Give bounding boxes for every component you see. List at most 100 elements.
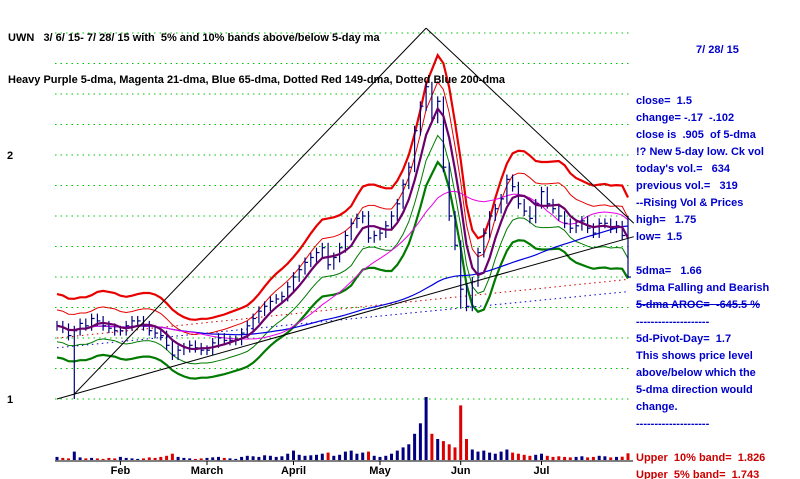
volume-bar bbox=[430, 433, 434, 461]
volume-bar bbox=[193, 458, 197, 460]
volume-bar bbox=[540, 453, 543, 460]
volume-bar bbox=[395, 450, 399, 460]
volume-bar bbox=[234, 458, 238, 460]
volume-bar bbox=[95, 458, 99, 460]
volume-bar bbox=[292, 450, 295, 460]
volume-bar bbox=[499, 451, 503, 460]
panel-line: 5-dma direction would bbox=[636, 384, 753, 396]
volume-bar bbox=[320, 453, 324, 460]
volume-bar bbox=[136, 458, 140, 460]
volume-bar bbox=[378, 456, 382, 461]
volume-bar bbox=[124, 457, 128, 460]
volume-bar bbox=[61, 457, 65, 460]
panel-line bbox=[636, 433, 800, 450]
volume-bar bbox=[338, 454, 342, 461]
volume-bar bbox=[153, 457, 157, 460]
trendline bbox=[56, 236, 634, 400]
ma-5-line bbox=[56, 106, 629, 351]
volume-bar bbox=[355, 453, 359, 460]
volume-bar bbox=[626, 453, 630, 460]
volume-bar bbox=[55, 456, 59, 461]
trendline bbox=[73, 27, 427, 395]
panel-line: today's vol.= 634 bbox=[636, 163, 731, 175]
volume-bar bbox=[326, 452, 330, 460]
volume-bar bbox=[482, 450, 486, 460]
volume-bar bbox=[84, 458, 88, 460]
panel-line: close is .905 of 5-dma bbox=[636, 129, 756, 141]
volume-bar bbox=[522, 454, 526, 461]
month-label: Jun bbox=[451, 465, 471, 477]
chart-title-line2: Heavy Purple 5-dma, Magenta 21-dma, Blue… bbox=[8, 74, 505, 86]
volume-bar bbox=[580, 456, 584, 460]
volume-bar bbox=[372, 455, 376, 460]
chart-title: UWN 3/ 6/ 15- 7/ 28/ 15 with 5% and 10% … bbox=[8, 3, 505, 115]
volume-bar bbox=[303, 455, 307, 460]
panel-line: 5-dma AROC= -645.5 % bbox=[636, 299, 760, 311]
panel-line: low= 1.5 bbox=[636, 231, 683, 243]
volume-bar bbox=[343, 451, 347, 460]
volume-bar bbox=[557, 456, 561, 460]
volume-bar bbox=[142, 458, 145, 460]
volume-bar bbox=[251, 456, 255, 460]
volume-bar bbox=[384, 455, 388, 460]
volume-bar bbox=[199, 458, 203, 460]
panel-line: 5dma= 1.66 bbox=[636, 265, 702, 277]
month-label: Jul bbox=[534, 465, 550, 477]
volume-bar bbox=[245, 455, 249, 460]
volume-bar bbox=[453, 447, 457, 460]
volume-bar bbox=[297, 454, 301, 461]
panel-line: Upper 10% band= 1.826 bbox=[636, 452, 766, 464]
volume-bar bbox=[263, 455, 267, 460]
volume-bar bbox=[72, 451, 76, 460]
panel-line: change= -.17 -.102 bbox=[636, 112, 735, 124]
volume-bar bbox=[130, 458, 134, 460]
chart-title-line1: UWN 3/ 6/ 15- 7/ 28/ 15 with 5% and 10% … bbox=[8, 32, 380, 44]
volume-bar bbox=[332, 455, 336, 460]
volume-bar bbox=[545, 455, 549, 460]
right-panel: 7/ 28/ 15 close= 1.5 change= -.17 -.102 cl… bbox=[636, 8, 800, 479]
right-panel-lines: close= 1.5 change= -.17 -.102 close is .90… bbox=[636, 93, 800, 479]
volume-bar bbox=[101, 458, 105, 460]
lower-10pct-band-line bbox=[56, 160, 629, 380]
volume-bar bbox=[118, 456, 122, 461]
upper-5pct-band-line bbox=[56, 80, 629, 336]
panel-line: -------------------- bbox=[636, 316, 710, 328]
volume-bar bbox=[390, 453, 393, 460]
y-axis-label: 1 bbox=[7, 394, 13, 406]
trendline bbox=[425, 27, 635, 224]
month-label: Feb bbox=[111, 465, 131, 477]
volume-bar bbox=[107, 457, 111, 460]
panel-line: -------------------- bbox=[636, 418, 710, 430]
volume-bar bbox=[609, 457, 613, 460]
volume-bar bbox=[470, 449, 474, 460]
panel-line: This shows price level bbox=[636, 350, 753, 362]
panel-line: high= 1.75 bbox=[636, 214, 697, 226]
panel-date: 7/ 28/ 15 bbox=[696, 44, 739, 56]
volume-bar bbox=[511, 452, 515, 460]
volume-bar bbox=[182, 457, 186, 460]
volume-bar bbox=[165, 455, 169, 460]
volume-bar bbox=[505, 449, 509, 460]
volume-bar bbox=[188, 458, 192, 460]
month-label: April bbox=[281, 465, 306, 477]
upper-10pct-band-line bbox=[56, 52, 629, 321]
volume-bar bbox=[418, 423, 422, 461]
volume-bar bbox=[424, 397, 428, 460]
panel-line bbox=[636, 246, 800, 263]
month-label: May bbox=[369, 465, 391, 477]
volume-bar bbox=[268, 455, 272, 460]
y-axis-label: 2 bbox=[7, 150, 13, 162]
panel-line: close= 1.5 bbox=[636, 95, 692, 107]
volume-bar bbox=[90, 457, 94, 460]
volume-bar bbox=[441, 441, 445, 460]
volume-bar bbox=[597, 455, 601, 460]
volume-bar bbox=[615, 456, 618, 461]
volume-bar bbox=[574, 456, 578, 461]
volume-bar bbox=[436, 439, 440, 460]
volume-bar bbox=[176, 456, 180, 461]
volume-bar bbox=[113, 458, 117, 460]
volume-bar bbox=[361, 452, 365, 460]
panel-line: !? New 5-day low. Ck vol bbox=[636, 146, 764, 158]
volume-bar bbox=[447, 444, 451, 461]
volume-bar bbox=[309, 455, 313, 460]
